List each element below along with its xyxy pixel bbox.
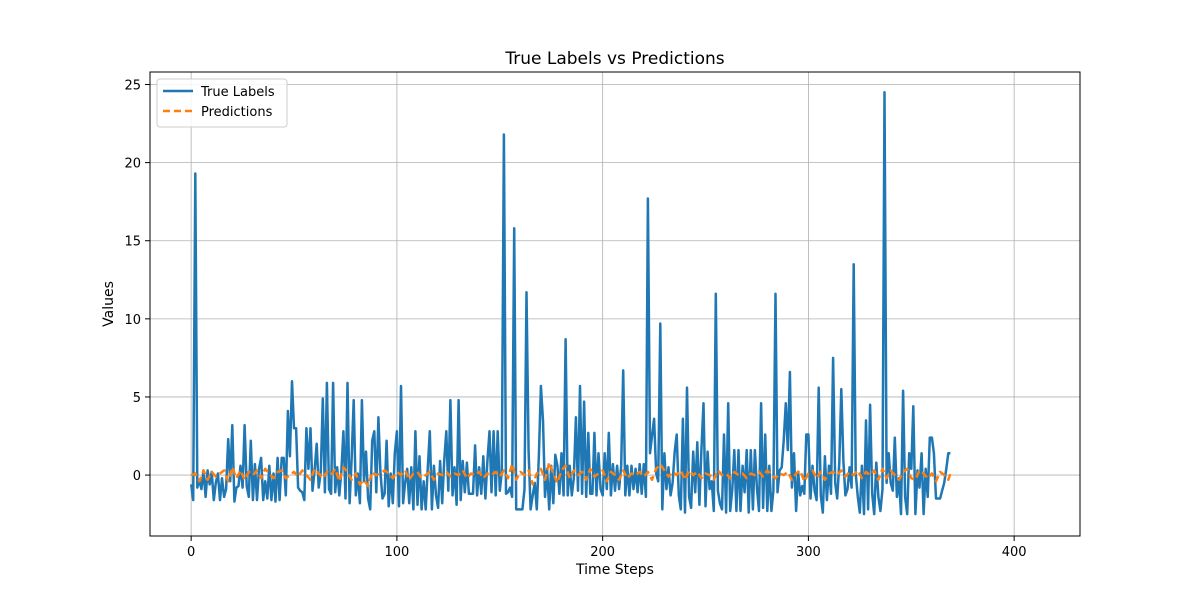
y-tick-label: 5 <box>133 391 141 406</box>
series-line-true-labels <box>189 91 951 516</box>
series-lines <box>189 91 952 516</box>
legend-label-predictions: Predictions <box>201 105 273 120</box>
chart-title: True Labels vs Predictions <box>504 49 724 69</box>
y-axis-label: Values <box>101 281 117 327</box>
x-axis-label: Time Steps <box>575 562 654 578</box>
legend: True Labels Predictions <box>156 78 288 128</box>
grid <box>150 72 1080 536</box>
y-tick-label: 15 <box>124 235 141 250</box>
x-tick-label: 300 <box>796 545 821 560</box>
plot-area-frame <box>149 71 1081 537</box>
y-tick-label: 20 <box>124 157 141 172</box>
x-tick-label: 200 <box>590 545 615 560</box>
legend-label-true-labels: True Labels <box>200 85 275 100</box>
axis-ticks: 0 100 200 300 400 0 5 10 15 20 25 <box>124 78 1026 560</box>
series-line-predictions <box>190 461 952 488</box>
y-tick-label: 10 <box>124 313 141 328</box>
x-tick-label: 400 <box>1002 545 1027 560</box>
y-tick-label: 25 <box>124 78 141 93</box>
y-tick-label: 0 <box>133 469 141 484</box>
x-tick-label: 0 <box>187 545 195 560</box>
x-tick-label: 100 <box>384 545 409 560</box>
